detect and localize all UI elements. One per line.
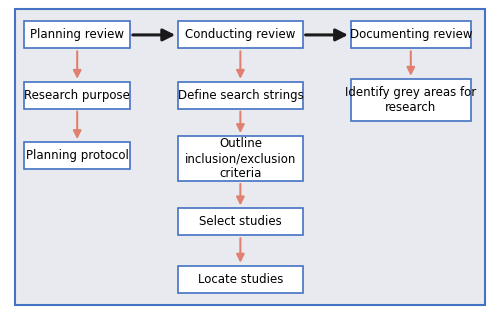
Text: Research purpose: Research purpose [24, 89, 130, 102]
FancyBboxPatch shape [15, 9, 485, 305]
FancyBboxPatch shape [178, 136, 303, 181]
FancyBboxPatch shape [351, 21, 471, 48]
Text: Locate studies: Locate studies [198, 273, 283, 286]
Text: Planning protocol: Planning protocol [26, 149, 128, 162]
Text: Planning review: Planning review [30, 28, 124, 41]
Text: Define search strings: Define search strings [178, 89, 304, 102]
FancyBboxPatch shape [178, 266, 303, 293]
Text: Conducting review: Conducting review [185, 28, 296, 41]
Text: Documenting review: Documenting review [350, 28, 472, 41]
FancyBboxPatch shape [24, 142, 130, 169]
Text: Outline
inclusion/exclusion
criteria: Outline inclusion/exclusion criteria [184, 137, 296, 180]
FancyBboxPatch shape [24, 21, 130, 48]
FancyBboxPatch shape [178, 208, 303, 236]
FancyBboxPatch shape [178, 82, 303, 109]
Text: Select studies: Select studies [199, 215, 282, 228]
Text: Identify grey areas for
research: Identify grey areas for research [345, 86, 476, 114]
FancyBboxPatch shape [24, 82, 130, 109]
FancyBboxPatch shape [178, 21, 303, 48]
FancyBboxPatch shape [351, 78, 471, 121]
